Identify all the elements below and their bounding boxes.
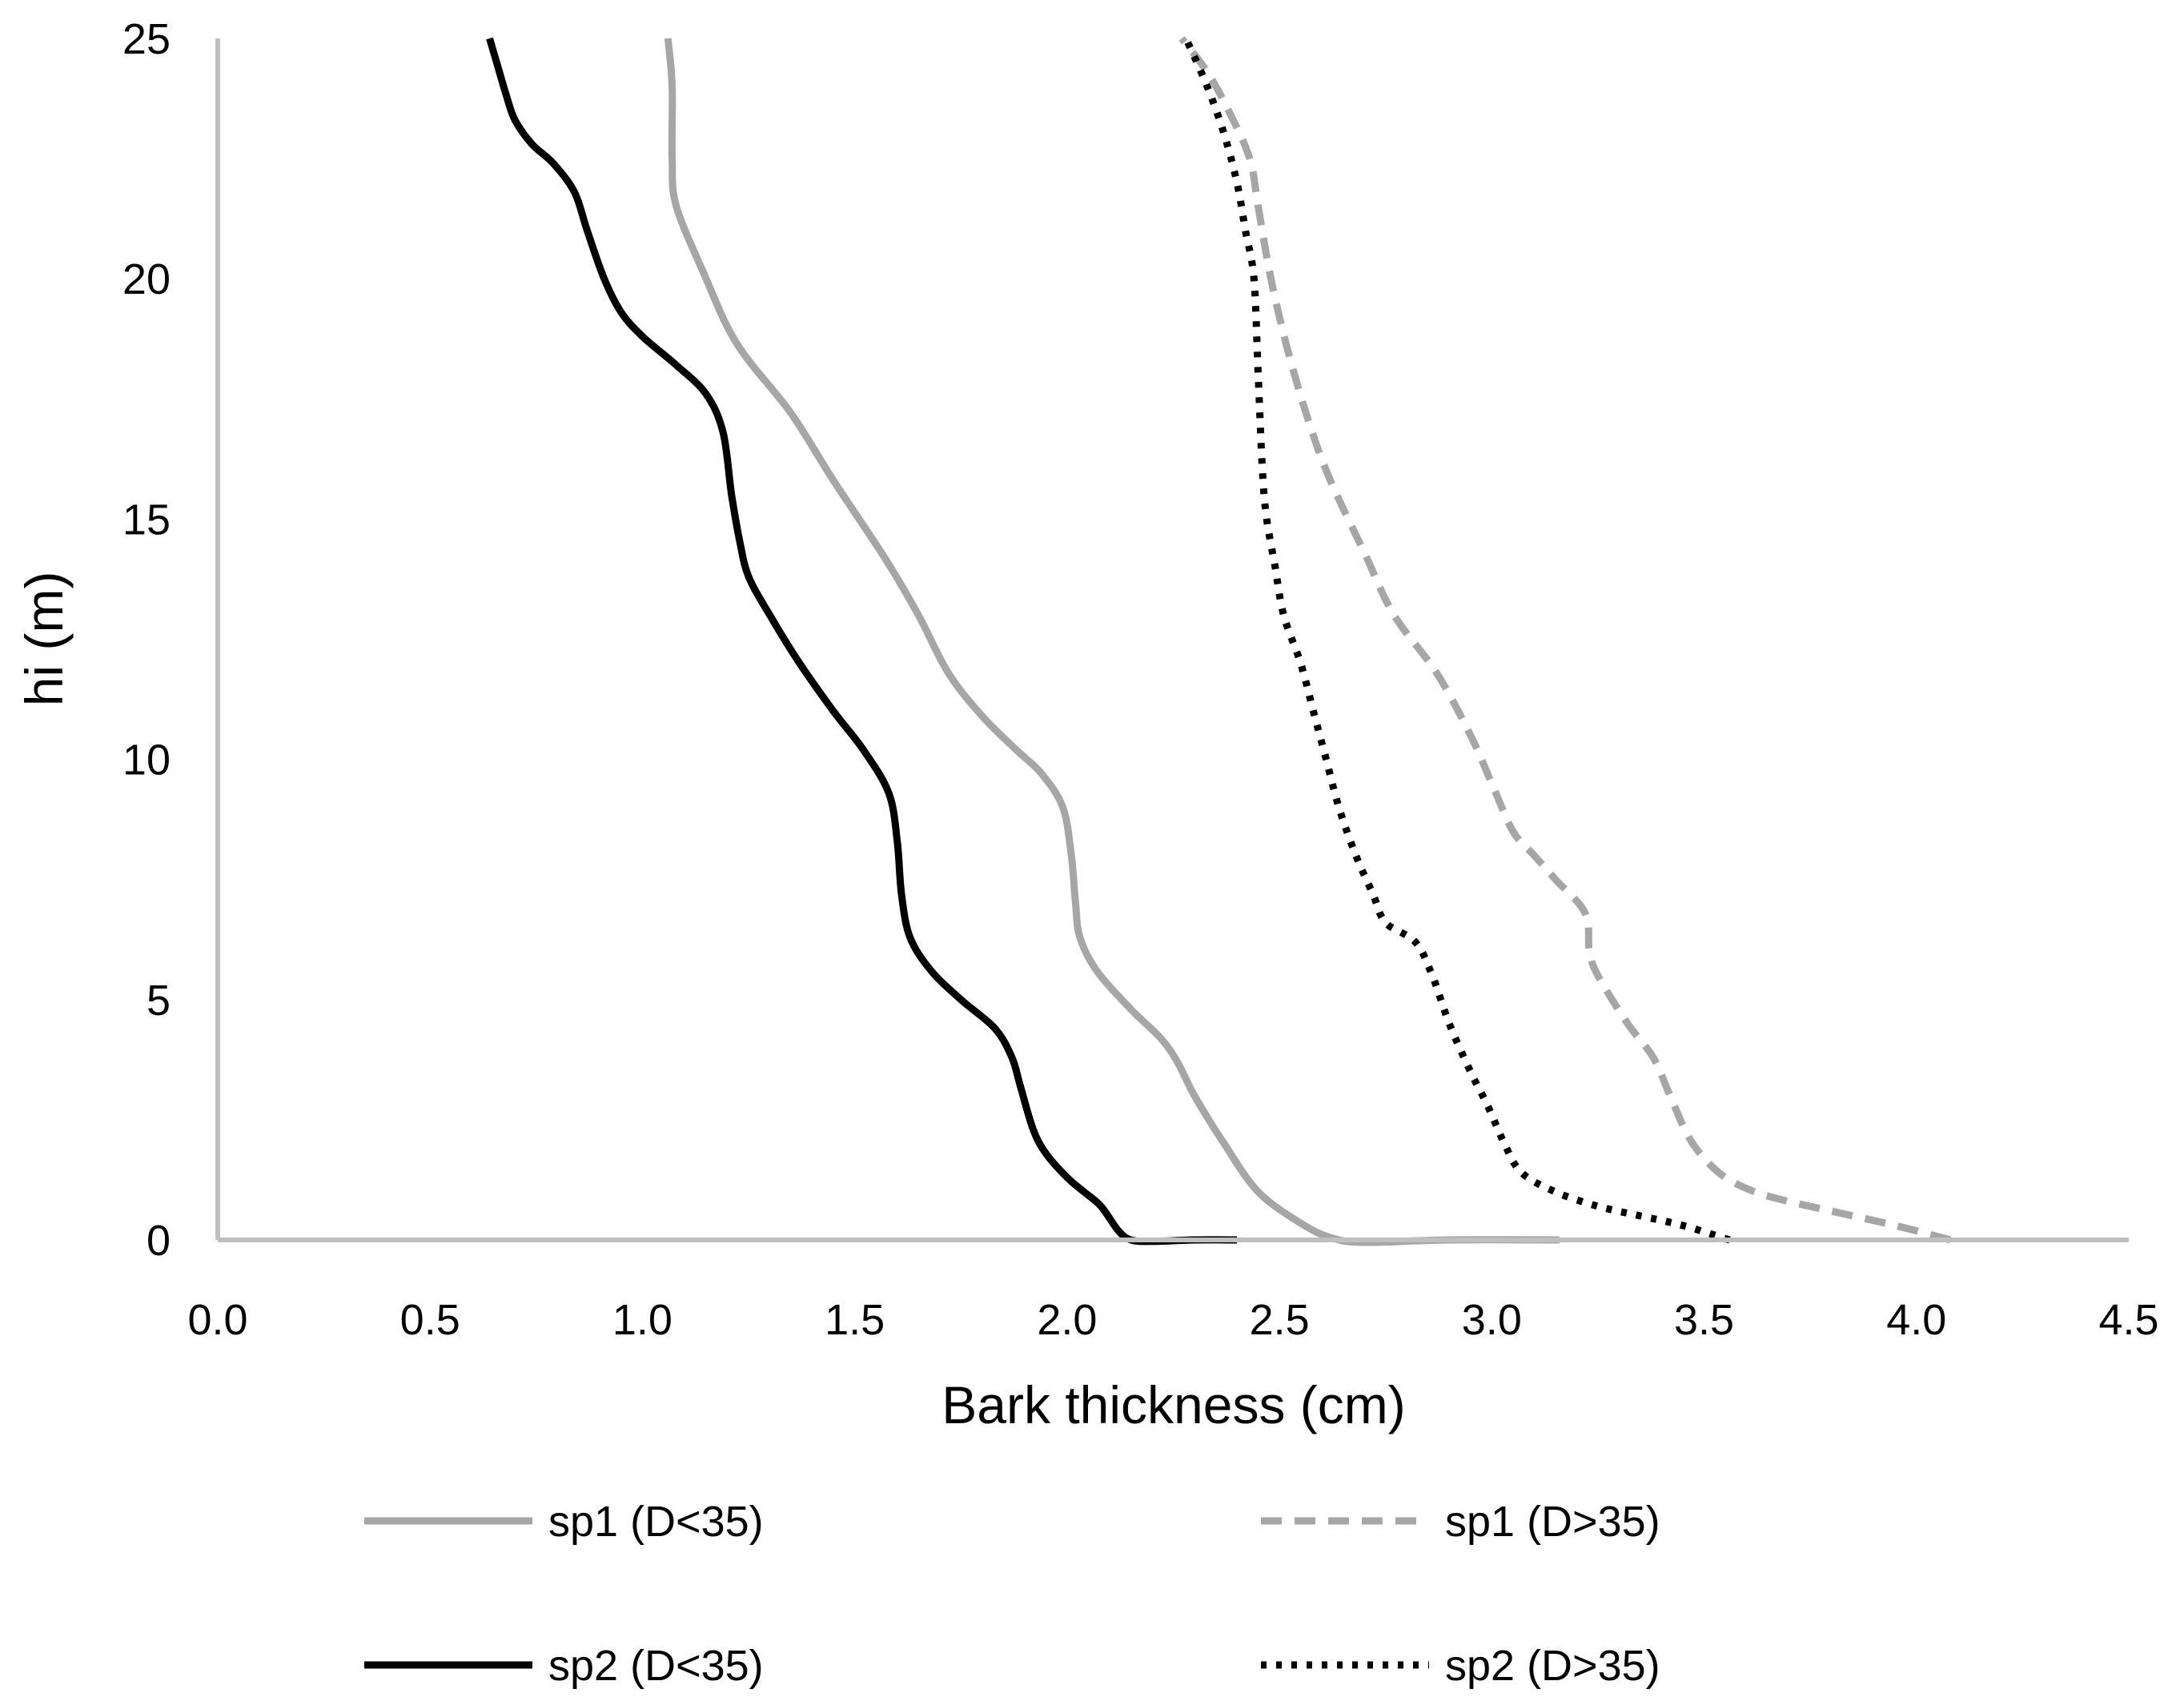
y-tick-label: 10 [122, 736, 171, 784]
x-tick-label: 4.5 [2098, 1296, 2158, 1344]
x-tick-label: 0.0 [187, 1296, 247, 1344]
series-line-sp1-d-35 [1178, 36, 1952, 1244]
x-tick-label: 0.5 [400, 1296, 460, 1344]
x-tick-label: 3.0 [1462, 1296, 1522, 1344]
x-axis-title: Bark thickness (cm) [941, 1375, 1405, 1434]
x-tick-label: 4.0 [1886, 1296, 1946, 1344]
y-tick-label: 5 [147, 977, 171, 1025]
y-tick-label: 25 [122, 15, 171, 63]
y-axis-title: hi (m) [14, 572, 74, 707]
legend-label-sp2-d-35: sp2 (D<35) [548, 1642, 764, 1690]
legend-label-sp1-d-35: sp1 (D>35) [1445, 1498, 1660, 1546]
y-tick-label: 0 [147, 1217, 171, 1265]
x-tick-label: 1.0 [612, 1296, 672, 1344]
legend-label-sp1-d-35: sp1 (D<35) [548, 1498, 764, 1546]
x-tick-label: 2.0 [1037, 1296, 1097, 1344]
x-tick-label: 2.5 [1250, 1296, 1310, 1344]
y-tick-label: 20 [122, 255, 171, 303]
x-tick-label: 3.5 [1674, 1296, 1734, 1344]
x-tick-label: 1.5 [825, 1296, 885, 1344]
x-tick-labels: 0.0 0.5 1.0 1.5 2.0 2.5 3.0 3.5 4.0 4.5 [187, 1296, 2158, 1344]
series-line-sp2-d-35 [1182, 37, 1731, 1244]
plot-area [486, 36, 1952, 1246]
series-line-sp2-d-35 [486, 37, 1238, 1246]
y-tick-label: 15 [122, 495, 171, 544]
y-tick-labels: 0 5 10 15 20 25 [122, 15, 171, 1265]
legend-label-sp2-d-35: sp2 (D>35) [1445, 1642, 1660, 1690]
legend: sp1 (D<35) sp1 (D>35) sp2 (D<35) sp2 (D>35) [364, 1498, 1660, 1690]
series-line-sp1-d-35 [664, 38, 1560, 1246]
